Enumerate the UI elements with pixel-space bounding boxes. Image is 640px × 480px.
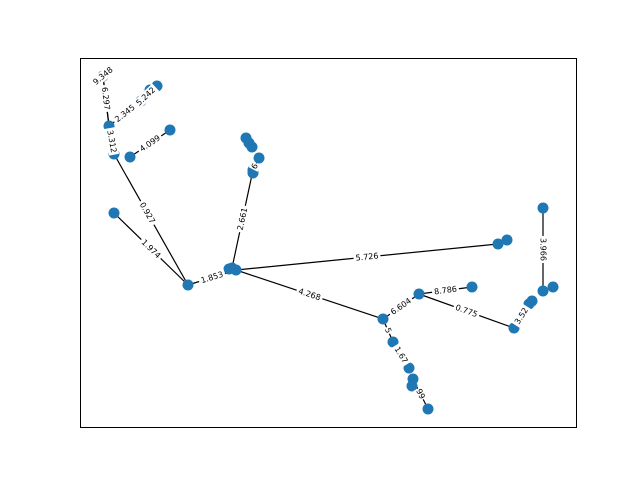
node-r <box>403 362 415 374</box>
edge-label-bg-e11 <box>248 161 261 172</box>
edge-label-group-e20: 1.67 <box>390 343 412 367</box>
edge-label-group-e16: 0.775 <box>452 301 481 321</box>
edge-label-bg-e3 <box>111 101 139 126</box>
edge-label-bg-e15 <box>431 283 460 298</box>
edge-label-e13: 4.268 <box>297 287 322 303</box>
edge-label-bg-e16 <box>452 301 481 321</box>
node-z <box>537 285 549 297</box>
node-m3 <box>246 141 258 153</box>
node-q <box>387 336 399 348</box>
edge-label-bg-e20 <box>390 343 412 367</box>
edge-label-e2: 6.297 <box>100 87 112 111</box>
node-g <box>124 151 136 163</box>
edge-label-e1: 9.348 <box>91 65 114 87</box>
edge-label-group-e8: 1.974 <box>137 236 165 262</box>
edge-label-group-e13: 4.268 <box>295 285 324 304</box>
edge-label-e9: 1.853 <box>200 270 225 285</box>
edge-label-group-e19: 5 <box>382 325 394 336</box>
edge-label-bg-e14 <box>387 294 415 319</box>
edge-label-e3: 2.345 <box>113 103 137 124</box>
edge-label-e19: 5 <box>383 326 393 334</box>
edge-label-group-e7: 0.927 <box>136 198 159 228</box>
edge-label-bg-e7 <box>136 198 159 228</box>
edge-label-group-e9: 1.853 <box>197 268 227 287</box>
edge-label-e15: 8.786 <box>434 285 458 297</box>
edge-label-bg-e18 <box>511 304 532 328</box>
edge-label-bg-e19 <box>382 325 394 336</box>
edge-label-e21: 99 <box>414 387 427 400</box>
edge-label-group-e3: 2.345 <box>111 101 139 126</box>
edge-label-bg-e5 <box>104 127 120 156</box>
edge-label-bg-e10 <box>234 204 251 234</box>
edge-label-e7: 0.927 <box>138 201 157 225</box>
edge-label-bg-e8 <box>137 236 165 262</box>
edge-label-e17: 3.966 <box>539 238 548 261</box>
node-i <box>108 207 120 219</box>
edge-label-group-e2: 6.297 <box>99 84 113 113</box>
edge-label-bg-e6 <box>136 131 164 156</box>
node-l2 <box>226 262 238 274</box>
edge-label-group-e11: 6 <box>248 161 261 172</box>
edge-label-e5: 3.312 <box>105 129 118 153</box>
edge-label-e16: 0.775 <box>454 303 479 319</box>
edge-label-group-e6: 4.099 <box>136 131 164 156</box>
edge-label-e8: 1.974 <box>140 238 163 260</box>
node-zd <box>526 295 538 307</box>
edge-label-group-e12: 5.726 <box>353 250 381 264</box>
node-u <box>413 288 425 300</box>
edge-label-bg-e9 <box>197 268 227 287</box>
node-y <box>537 202 549 214</box>
edge-label-bg-e2 <box>99 84 113 113</box>
edge-label-group-e17: 3.966 <box>538 236 548 263</box>
node-s2 <box>406 380 418 392</box>
node-n <box>253 152 265 164</box>
node-za <box>547 281 559 293</box>
edge-label-group-e5: 3.312 <box>104 127 120 156</box>
node-p <box>377 313 389 325</box>
edge-label-bg-e12 <box>353 250 381 264</box>
edge-label-bg-e21 <box>413 386 428 402</box>
node-j <box>182 279 194 291</box>
edge-label-group-e1: 9.348 <box>89 63 117 89</box>
edge-label-e11: 6 <box>250 162 260 171</box>
plot-frame <box>80 58 577 428</box>
edge-label-group-e18: 3.52 <box>511 304 532 328</box>
edge-label-group-e10: 2.661 <box>234 204 251 234</box>
node-h <box>164 124 176 136</box>
edge-label-group-e14: 6.604 <box>387 294 415 319</box>
node-w <box>492 238 504 250</box>
edge-label-bg-e1 <box>89 63 117 89</box>
node-t <box>422 403 434 415</box>
edge-label-bg-e17 <box>538 236 548 263</box>
edge-label-e12: 5.726 <box>355 251 379 262</box>
edge-label-bg-e4 <box>132 83 160 110</box>
edge-label-group-e15: 8.786 <box>431 283 460 298</box>
nodes-layer <box>97 70 559 415</box>
edge-label-group-e21: 99 <box>413 386 428 402</box>
node-x <box>501 234 513 246</box>
edge-label-bg-e13 <box>295 285 324 304</box>
node-v <box>466 281 478 293</box>
